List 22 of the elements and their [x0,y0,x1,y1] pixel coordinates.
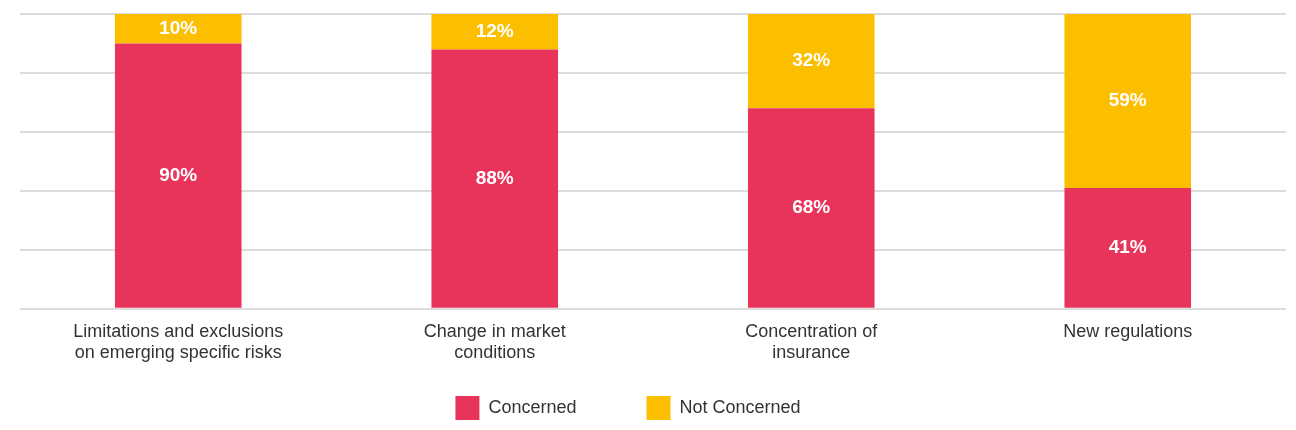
data-label: 88% [475,166,514,188]
bar [747,108,875,308]
legend-label: Not Concerned [679,396,851,417]
bar [431,49,559,308]
data-label: 59% [1108,89,1147,111]
legend-label: Concerned [488,396,627,417]
data-label: 10% [159,16,198,38]
data-label: 68% [792,196,831,218]
bar [1064,187,1192,308]
data-label: 12% [475,19,514,41]
bar [1064,14,1192,188]
data-label: 41% [1108,236,1147,258]
x-tick-label: Change in market conditions [423,320,566,363]
bar [114,43,242,308]
x-tick-label: Concentration of insurance [745,320,879,363]
x-tick-label: New regulations [1063,320,1193,341]
bar [747,14,875,109]
data-label: 90% [159,163,198,185]
bar [431,14,559,50]
data-label: 32% [792,49,831,71]
bar [114,14,242,44]
x-tick-label: Limitations and exclusions on emerging specific risks [73,320,284,363]
